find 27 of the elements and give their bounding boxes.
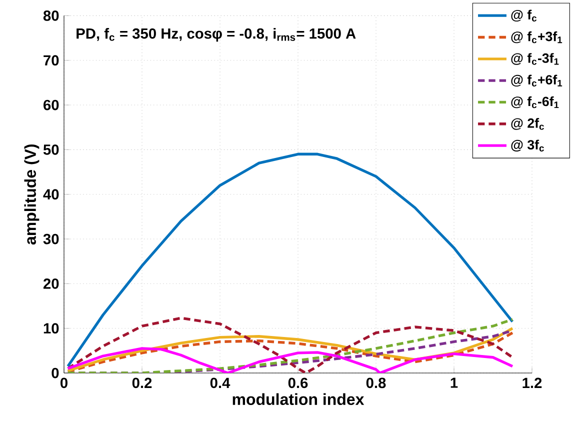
y-tick-label: 30: [43, 234, 59, 244]
y-tick-label: 40: [43, 189, 59, 200]
line-series: [66, 347, 514, 374]
legend-label: @ f$_{c}$: [511, 10, 537, 22]
y-tick-label: 70: [44, 55, 59, 66]
y-tick-label: 80: [43, 10, 59, 21]
x-tick-label: 0.6: [288, 378, 308, 388]
y-tick-label: 0: [52, 368, 59, 378]
x-tick-label: 1.2: [522, 378, 542, 388]
x-tick-label: 0.8: [366, 378, 386, 388]
x-tick-label: 1: [450, 378, 458, 388]
legend-label: @ f$_{c}$+3f$_{1}$: [511, 31, 562, 44]
legend-label: @ f$_{c}$+6f$_{1}$: [511, 74, 562, 87]
legend-label: @ 3f$_{c}$: [511, 140, 544, 152]
x-tick-label: 0: [60, 378, 68, 388]
y-tick-label: 20: [43, 278, 59, 289]
x-tick-label: 0.2: [132, 378, 152, 388]
y-tick-label: 50: [43, 144, 59, 155]
legend-label: @ f$_{c}$-3f$_{1}$: [511, 53, 559, 65]
y-tick-label: 10: [44, 323, 59, 334]
x-axis-title: modulation index: [232, 393, 364, 405]
y-axis-title: amplitude (V): [24, 144, 40, 245]
legend-label: @ f$_{c}$-6f$_{1}$: [511, 96, 559, 108]
text: PD, f$_{c}$ = 350 Hz, cosφ = -0.8, i$_{rms}$= 1500 A: [76, 28, 356, 42]
x-tick-label: 0.4: [210, 378, 230, 388]
legend-label: @ 2f$_{c}$: [511, 118, 544, 130]
y-tick-label: 60: [44, 100, 59, 110]
